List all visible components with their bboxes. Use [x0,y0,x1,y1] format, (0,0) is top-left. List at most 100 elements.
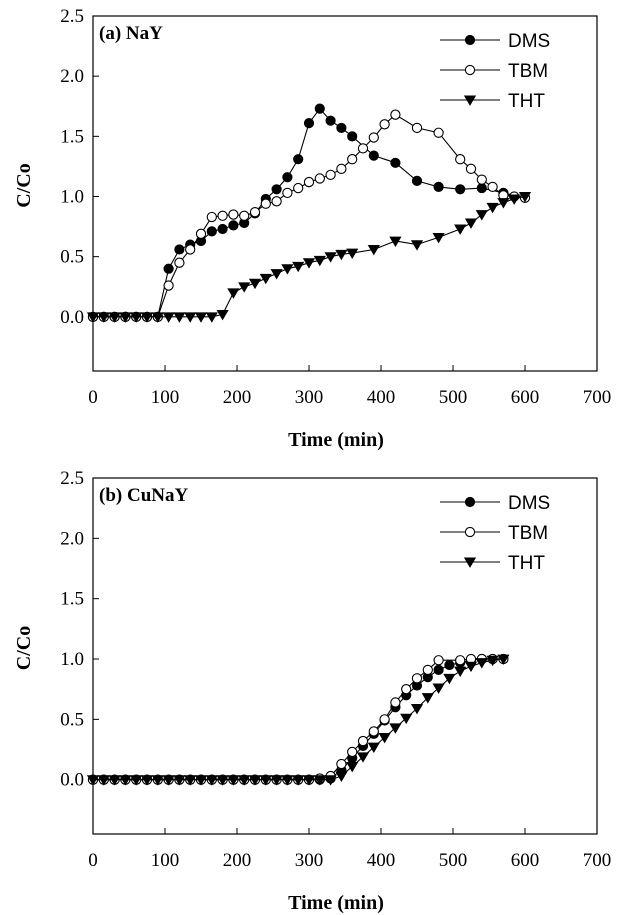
data-point [347,746,358,758]
y-tick-label: 0.0 [60,307,84,328]
data-point [302,775,316,786]
data-point [249,207,261,218]
data-point [346,248,359,259]
data-point [486,202,499,214]
panel-b: 0 100 200 300 400 500 600 700 0.0 0.5 1.0 1.5 2.0 2.5… [13,468,611,914]
y-tick-label: 1.5 [60,126,84,147]
data-point [271,184,282,195]
data-point [324,775,337,786]
panel-a: 0 100 200 300 400 500 600 700 0.0 0.5 1.0 1.5 2.0 2.5… [13,6,611,451]
data-point [108,775,121,786]
data-point [476,182,487,194]
y-axis-label: C/Co [13,163,35,207]
data-point [367,742,380,754]
data-point [174,257,185,268]
data-point [228,220,239,231]
data-point [292,775,305,786]
data-point [140,775,154,786]
data-point [119,312,132,323]
data-point [239,210,250,221]
data-point [347,131,358,142]
data-point [184,312,197,323]
data-point [411,122,423,134]
data-point [422,664,433,676]
y-tick-label: 1.0 [60,187,84,208]
data-point [443,673,456,685]
data-point [97,312,110,323]
y-tick-label: 2.5 [60,6,84,27]
data-point [205,775,218,786]
x-axis-label: Time (min) [288,429,384,451]
data-point [486,655,499,667]
data-point [195,228,207,239]
data-point [487,181,498,193]
data-point [378,733,391,744]
x-tick-label: 600 [511,387,540,408]
data-point [464,218,478,229]
data-point [336,122,347,134]
data-point [336,758,347,770]
data-point [335,249,348,261]
data-point [324,252,337,263]
series-tbm [87,109,531,322]
data-point [162,775,175,786]
data-point [475,210,488,221]
data-point [314,103,325,114]
data-point [270,269,283,280]
data-point [455,655,466,666]
data-point [248,775,262,786]
data-point [518,192,532,203]
data-point [368,132,379,143]
data-point [163,263,174,274]
panel-title: (a) NaY [99,23,163,44]
data-point [228,209,239,220]
data-point [433,664,444,675]
data-point [140,312,154,323]
data-point [174,244,185,255]
data-point [454,224,467,235]
data-point [379,714,390,725]
data-point [411,673,423,684]
data-point [346,761,359,773]
data-point [325,169,336,180]
data-point [162,312,175,323]
data-point [217,210,228,221]
data-point [314,173,325,184]
data-point [184,775,197,786]
legend-marker [463,557,477,568]
data-point [357,735,369,747]
x-tick-label: 500 [439,850,468,871]
legend-marker [463,95,477,106]
data-point [411,175,423,186]
data-point [292,261,305,273]
data-point [410,240,424,251]
data-point [421,693,434,704]
x-tick-label: 400 [367,850,396,871]
data-point [368,726,379,737]
data-point [410,704,424,715]
x-tick-label: 100 [151,387,180,408]
data-point [325,115,336,126]
x-tick-label: 600 [511,850,540,871]
data-point [281,264,294,275]
data-point [390,109,401,120]
series-line [93,658,504,781]
y-tick-label: 1.5 [60,589,84,610]
data-point [475,658,488,669]
plot-frame [92,15,598,372]
data-point [173,312,186,323]
data-point [347,154,358,165]
legend-label: DMS [508,493,550,514]
data-point [86,312,100,323]
data-point [163,280,174,291]
data-point [282,172,293,183]
series-line [93,195,526,318]
data-point [390,157,401,168]
data-point [260,198,271,209]
data-point [433,655,444,666]
legend-marker [464,526,476,538]
x-tick-label: 0 [88,850,98,871]
data-point [185,244,196,255]
data-point [271,196,282,207]
